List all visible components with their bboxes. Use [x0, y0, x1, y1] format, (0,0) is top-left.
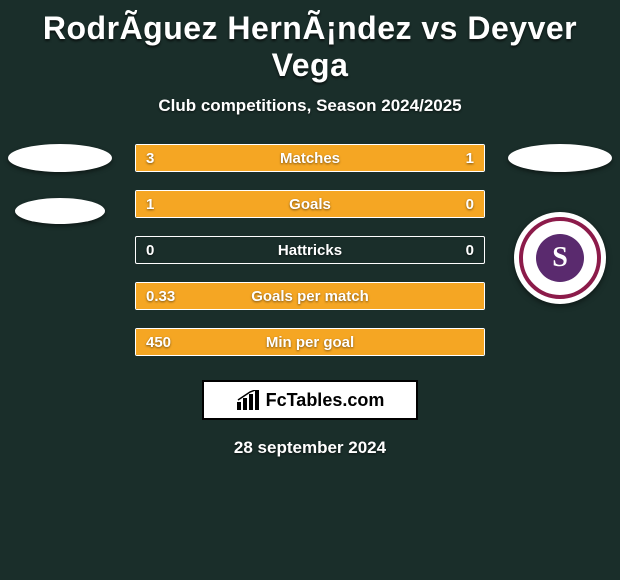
- stat-bars: 3Matches11Goals00Hattricks00.33Goals per…: [135, 144, 485, 356]
- stat-bar: 1Goals0: [135, 190, 485, 218]
- stat-value-right: 1: [466, 150, 474, 167]
- stat-value-left: 450: [146, 334, 171, 351]
- comparison-infographic: RodrÃ­guez HernÃ¡ndez vs Deyver Vega Clu…: [0, 0, 620, 458]
- left-player-badges: [0, 144, 120, 224]
- page-title: RodrÃ­guez HernÃ¡ndez vs Deyver Vega: [0, 6, 620, 90]
- stat-bar-fill-left: [136, 191, 397, 217]
- brand-box: FcTables.com: [202, 380, 418, 420]
- stats-area: S 3Matches11Goals00Hattricks00.33Goals p…: [0, 144, 620, 356]
- club-badge-ring-icon: S: [519, 217, 601, 299]
- stat-bar-fill-left: [136, 145, 397, 171]
- stat-bar-fill-left: [136, 283, 484, 309]
- stat-value-right: 0: [466, 196, 474, 213]
- stat-bar-fill-left: [136, 329, 484, 355]
- brand-text: FcTables.com: [266, 390, 385, 411]
- stat-bar: 0Hattricks0: [135, 236, 485, 264]
- stat-value-left: 3: [146, 150, 154, 167]
- stat-value-left: 0: [146, 242, 154, 259]
- stat-bar: 0.33Goals per match: [135, 282, 485, 310]
- stat-value-right: 0: [466, 242, 474, 259]
- placeholder-ellipse-icon: [508, 144, 612, 172]
- stat-value-left: 1: [146, 196, 154, 213]
- stat-label: Hattricks: [136, 242, 484, 259]
- stat-value-left: 0.33: [146, 288, 175, 305]
- subtitle: Club competitions, Season 2024/2025: [0, 96, 620, 116]
- stat-bar: 3Matches1: [135, 144, 485, 172]
- placeholder-ellipse-icon: [15, 198, 105, 224]
- stat-bar: 450Min per goal: [135, 328, 485, 356]
- placeholder-ellipse-icon: [8, 144, 112, 172]
- right-player-badges: S: [500, 144, 620, 304]
- date: 28 september 2024: [0, 438, 620, 458]
- bar-chart-icon: [236, 390, 260, 410]
- club-badge-letter: S: [536, 234, 584, 282]
- club-badge: S: [514, 212, 606, 304]
